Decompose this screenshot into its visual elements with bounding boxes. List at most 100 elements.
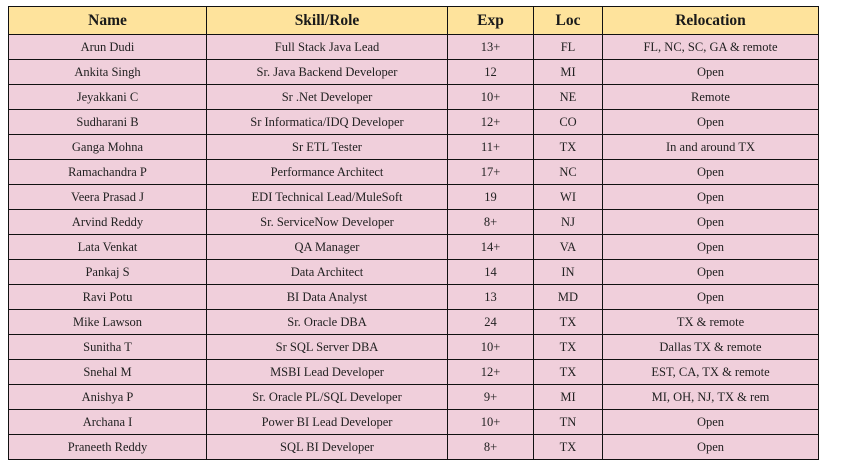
cell-name: Ankita Singh <box>8 59 207 85</box>
cell-name: Anishya P <box>8 384 207 410</box>
cell-name: Mike Lawson <box>8 309 207 335</box>
cell-skill-role: QA Manager <box>206 234 448 260</box>
cell-name: Ramachandra P <box>8 159 207 185</box>
cell-loc: FL <box>533 34 603 60</box>
cell-relocation: Dallas TX & remote <box>602 334 819 360</box>
candidates-table: Name Skill/Role Exp Loc Relocation Arun … <box>8 6 819 460</box>
cell-loc: NE <box>533 84 603 110</box>
cell-name: Pankaj S <box>8 259 207 285</box>
cell-skill-role: Power BI Lead Developer <box>206 409 448 435</box>
table-row: Arvind Reddy Sr. ServiceNow Developer 8+ NJ… <box>8 209 819 235</box>
table-row: Veera Prasad J EDI Technical Lead/MuleSof… <box>8 184 819 210</box>
cell-exp: 13 <box>447 284 534 310</box>
cell-relocation: Open <box>602 159 819 185</box>
cell-name: Veera Prasad J <box>8 184 207 210</box>
cell-loc: WI <box>533 184 603 210</box>
cell-skill-role: Performance Architect <box>206 159 448 185</box>
cell-relocation: FL, NC, SC, GA & remote <box>602 34 819 60</box>
cell-skill-role: Sr ETL Tester <box>206 134 448 160</box>
cell-exp: 17+ <box>447 159 534 185</box>
cell-name: Arun Dudi <box>8 34 207 60</box>
cell-name: Jeyakkani C <box>8 84 207 110</box>
cell-exp: 19 <box>447 184 534 210</box>
cell-exp: 12+ <box>447 109 534 135</box>
header-exp: Exp <box>447 6 534 35</box>
table-row: Anishya P Sr. Oracle PL/SQL Developer 9+ MI… <box>8 384 819 410</box>
cell-name: Lata Venkat <box>8 234 207 260</box>
cell-loc: TX <box>533 309 603 335</box>
cell-loc: TX <box>533 334 603 360</box>
cell-exp: 14 <box>447 259 534 285</box>
cell-name: Arvind Reddy <box>8 209 207 235</box>
header-name: Name <box>8 6 207 35</box>
cell-exp: 10+ <box>447 409 534 435</box>
table-row: Snehal M MSBI Lead Developer 12+ TX EST, CA,… <box>8 359 819 385</box>
table-row: Mike Lawson Sr. Oracle DBA 24 TX TX & remote <box>8 309 819 335</box>
cell-skill-role: Sr SQL Server DBA <box>206 334 448 360</box>
cell-relocation: Open <box>602 284 819 310</box>
cell-exp: 8+ <box>447 209 534 235</box>
cell-relocation: Open <box>602 234 819 260</box>
cell-relocation: EST, CA, TX & remote <box>602 359 819 385</box>
cell-relocation: Open <box>602 59 819 85</box>
header-loc: Loc <box>533 6 603 35</box>
cell-exp: 13+ <box>447 34 534 60</box>
cell-exp: 10+ <box>447 84 534 110</box>
cell-loc: IN <box>533 259 603 285</box>
cell-exp: 12 <box>447 59 534 85</box>
table-row: Jeyakkani C Sr .Net Developer 10+ NE Remote <box>8 84 819 110</box>
cell-loc: TN <box>533 409 603 435</box>
cell-exp: 8+ <box>447 434 534 460</box>
header-relocation: Relocation <box>602 6 819 35</box>
cell-name: Archana I <box>8 409 207 435</box>
table-row: Lata Venkat QA Manager 14+ VA Open <box>8 234 819 260</box>
cell-relocation: Open <box>602 109 819 135</box>
cell-loc: TX <box>533 134 603 160</box>
cell-relocation: Remote <box>602 84 819 110</box>
cell-skill-role: Sr. Java Backend Developer <box>206 59 448 85</box>
cell-loc: NJ <box>533 209 603 235</box>
cell-relocation: Open <box>602 259 819 285</box>
cell-skill-role: Sr. Oracle DBA <box>206 309 448 335</box>
cell-loc: NC <box>533 159 603 185</box>
header-skill-role: Skill/Role <box>206 6 448 35</box>
cell-relocation: Open <box>602 409 819 435</box>
cell-relocation: Open <box>602 209 819 235</box>
cell-skill-role: EDI Technical Lead/MuleSoft <box>206 184 448 210</box>
header-row: Name Skill/Role Exp Loc Relocation <box>8 6 819 35</box>
cell-loc: CO <box>533 109 603 135</box>
cell-skill-role: Sr .Net Developer <box>206 84 448 110</box>
cell-relocation: TX & remote <box>602 309 819 335</box>
cell-skill-role: BI Data Analyst <box>206 284 448 310</box>
table-body: Arun Dudi Full Stack Java Lead 13+ FL FL, NC… <box>8 34 819 460</box>
cell-loc: MD <box>533 284 603 310</box>
table-row: Ganga Mohna Sr ETL Tester 11+ TX In and arou… <box>8 134 819 160</box>
cell-skill-role: Sr Informatica/IDQ Developer <box>206 109 448 135</box>
cell-name: Sudharani B <box>8 109 207 135</box>
cell-skill-role: Sr. Oracle PL/SQL Developer <box>206 384 448 410</box>
cell-exp: 12+ <box>447 359 534 385</box>
cell-loc: MI <box>533 59 603 85</box>
cell-exp: 14+ <box>447 234 534 260</box>
cell-exp: 9+ <box>447 384 534 410</box>
cell-loc: MI <box>533 384 603 410</box>
table-row: Praneeth Reddy SQL BI Developer 8+ TX Open <box>8 434 819 460</box>
table-row: Sunitha T Sr SQL Server DBA 10+ TX Dallas TX… <box>8 334 819 360</box>
cell-name: Ganga Mohna <box>8 134 207 160</box>
cell-loc: TX <box>533 359 603 385</box>
cell-skill-role: Data Architect <box>206 259 448 285</box>
cell-exp: 11+ <box>447 134 534 160</box>
cell-exp: 24 <box>447 309 534 335</box>
cell-name: Ravi Potu <box>8 284 207 310</box>
cell-relocation: Open <box>602 434 819 460</box>
table-row: Archana I Power BI Lead Developer 10+ TN Ope… <box>8 409 819 435</box>
cell-relocation: Open <box>602 184 819 210</box>
cell-relocation: In and around TX <box>602 134 819 160</box>
cell-relocation: MI, OH, NJ, TX & rem <box>602 384 819 410</box>
cell-skill-role: Sr. ServiceNow Developer <box>206 209 448 235</box>
cell-loc: VA <box>533 234 603 260</box>
cell-skill-role: Full Stack Java Lead <box>206 34 448 60</box>
table-row: Ankita Singh Sr. Java Backend Developer 12… <box>8 59 819 85</box>
cell-name: Praneeth Reddy <box>8 434 207 460</box>
cell-name: Snehal M <box>8 359 207 385</box>
